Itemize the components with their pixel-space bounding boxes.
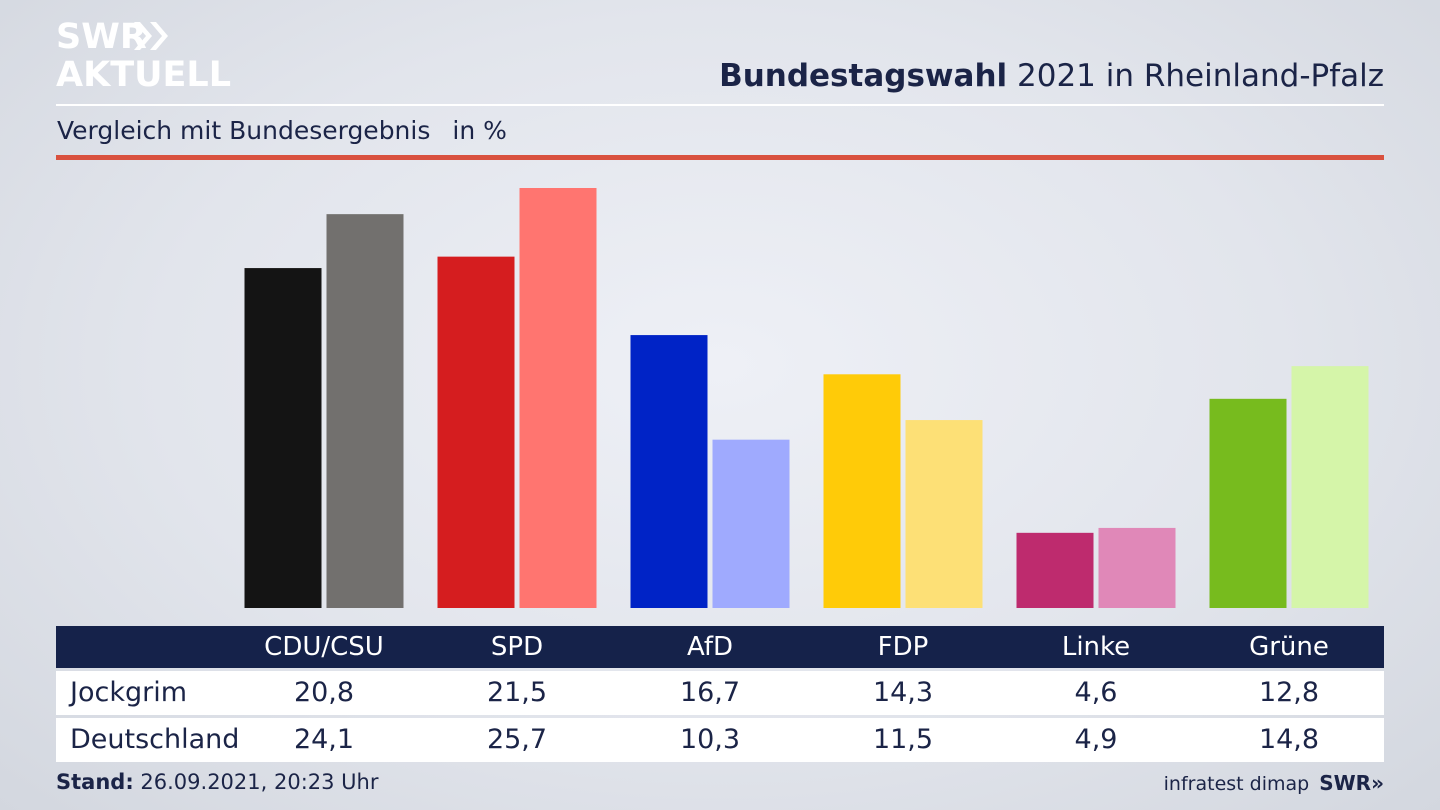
bar-spd-deutschland	[519, 188, 597, 608]
subtitle-text: Vergleich mit Bundesergebnis	[57, 116, 431, 145]
source-text: infratest dimap	[1163, 773, 1310, 795]
column-header: Linke	[1061, 632, 1131, 662]
swr-footer-logo: SWR»	[1319, 771, 1384, 795]
bar-linke-deutschland	[1098, 527, 1176, 608]
table-cell: 10,3	[679, 724, 741, 755]
row-label: Jockgrim	[70, 677, 188, 708]
bar-grüne-deutschland	[1291, 366, 1369, 608]
table-cell: 16,7	[679, 677, 741, 708]
table-cell: 12,8	[1258, 677, 1320, 708]
bar-fdp-deutschland	[905, 420, 983, 608]
accent-divider	[56, 155, 1384, 160]
table-row: Jockgrim 20,8 21,5 16,7 14,3 4,6 12,8	[56, 671, 1384, 715]
title-rest: 2021 in Rheinland-Pfalz	[1007, 58, 1384, 94]
unit-label: in %	[452, 116, 507, 145]
table-cell: 14,8	[1258, 724, 1320, 755]
bar-fdp-jockgrim	[823, 374, 901, 608]
column-header: FDP	[877, 632, 929, 662]
column-header: AfD	[686, 632, 734, 662]
bar-afd-jockgrim	[630, 335, 708, 608]
bar-grüne-jockgrim	[1209, 398, 1287, 608]
column-header: CDU/CSU	[264, 632, 384, 662]
logo-line-2: AKTUELL	[56, 55, 231, 94]
page-title: Bundestagswahl 2021 in Rheinland-Pfalz	[719, 58, 1384, 94]
table-cell: 25,7	[486, 724, 548, 755]
bar-linke-jockgrim	[1016, 532, 1094, 608]
table-row: Deutschland 24,1 25,7 10,3 11,5 4,9 14,8	[56, 718, 1384, 762]
results-table: CDU/CSU SPD AfD FDP Linke Grüne Jockgrim 20,8…	[56, 626, 1384, 762]
header-divider	[56, 104, 1384, 106]
column-header: SPD	[490, 632, 544, 662]
title-bold: Bundestagswahl	[719, 58, 1008, 94]
bar-afd-deutschland	[712, 439, 790, 608]
table-cell: 21,5	[486, 677, 548, 708]
table-cell: 14,3	[872, 677, 934, 708]
bar-spd-jockgrim	[437, 256, 515, 608]
table-header-row: CDU/CSU SPD AfD FDP Linke Grüne	[56, 626, 1384, 668]
source-credit: infratest dimap SWR»	[1164, 771, 1384, 795]
subtitle: Vergleich mit Bundesergebnis in %	[57, 116, 507, 145]
table-cell: 24,1	[293, 724, 355, 755]
table-cell: 4,6	[1074, 677, 1118, 708]
bar-cdu-csu-deutschland	[326, 214, 404, 608]
column-header: Grüne	[1249, 632, 1329, 662]
table-cell: 4,9	[1074, 724, 1118, 755]
timestamp-value: 26.09.2021, 20:23 Uhr	[133, 770, 379, 794]
logo-line-1: SWR	[56, 17, 147, 57]
timestamp: Stand: 26.09.2021, 20:23 Uhr	[56, 770, 379, 794]
swr-aktuell-logo: SWR AKTUELL	[56, 16, 236, 94]
timestamp-label: Stand:	[56, 770, 134, 794]
bar-cdu-csu-jockgrim	[244, 268, 322, 608]
table-cell: 11,5	[872, 724, 934, 755]
row-label: Deutschland	[70, 724, 240, 755]
table-cell: 20,8	[293, 677, 355, 708]
